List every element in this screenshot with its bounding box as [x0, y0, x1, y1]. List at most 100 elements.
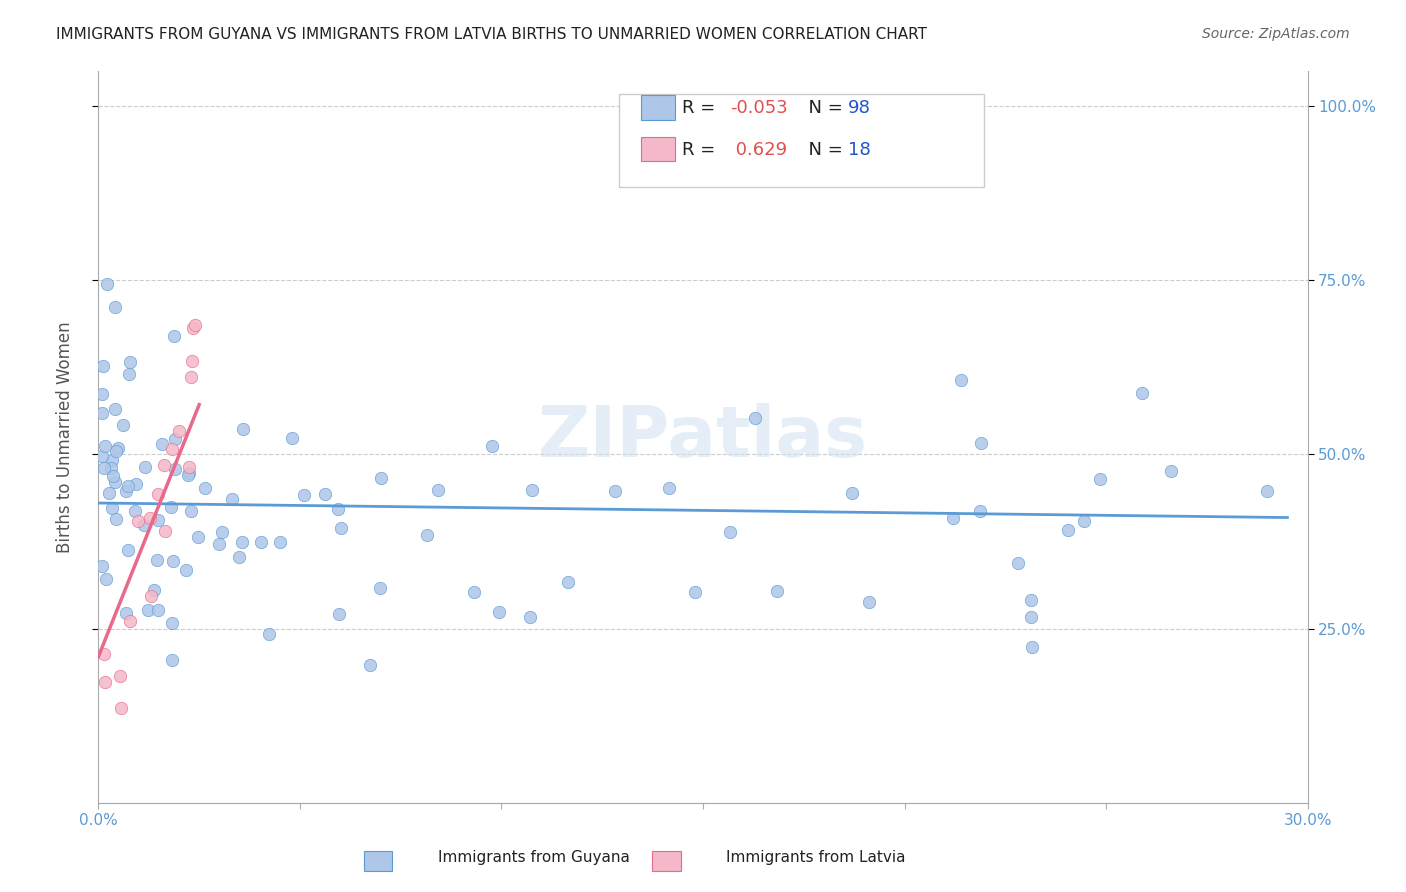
Point	[169, 424, 191, 438]
Point	[1256, 484, 1278, 499]
Point	[91, 359, 114, 373]
Text: R =: R =	[682, 141, 721, 159]
Point	[93, 647, 115, 661]
Point	[91, 559, 114, 574]
Text: ZIPatlas: ZIPatlas	[538, 402, 868, 472]
Point	[127, 514, 149, 528]
Point	[187, 530, 209, 544]
Point	[330, 521, 353, 535]
Point	[136, 603, 159, 617]
Point	[685, 585, 707, 599]
Point	[720, 525, 742, 540]
Point	[120, 354, 142, 368]
Text: IMMIGRANTS FROM GUYANA VS IMMIGRANTS FROM LATVIA BIRTHS TO UNMARRIED WOMEN CORRE: IMMIGRANTS FROM GUYANA VS IMMIGRANTS FRO…	[56, 27, 927, 42]
Point	[181, 354, 204, 368]
Point	[183, 318, 205, 333]
Point	[557, 574, 579, 589]
Point	[969, 436, 991, 450]
Point	[104, 300, 127, 314]
Point	[162, 554, 184, 568]
Point	[463, 585, 485, 599]
Point	[111, 417, 134, 432]
Text: -0.053: -0.053	[730, 99, 787, 117]
Point	[427, 483, 450, 497]
Text: R =: R =	[682, 99, 721, 117]
Point	[150, 437, 173, 451]
Point	[152, 458, 174, 472]
Point	[134, 459, 156, 474]
Point	[314, 487, 336, 501]
Point	[269, 534, 291, 549]
Point	[174, 563, 197, 577]
Text: 18: 18	[848, 141, 870, 159]
Point	[125, 477, 148, 491]
Point	[91, 406, 114, 420]
Point	[183, 321, 205, 335]
Point	[1130, 386, 1153, 401]
Point	[132, 517, 155, 532]
Point	[177, 466, 200, 480]
Point	[766, 584, 789, 599]
Point	[105, 512, 128, 526]
Text: N =: N =	[797, 99, 849, 117]
Point	[101, 453, 124, 467]
Point	[281, 431, 304, 445]
Point	[1019, 593, 1042, 607]
Point	[105, 443, 128, 458]
Point	[117, 542, 139, 557]
Point	[117, 479, 139, 493]
Point	[211, 524, 233, 539]
Point	[103, 468, 125, 483]
Point	[115, 607, 138, 621]
Point	[148, 486, 170, 500]
Point	[94, 439, 117, 453]
Point	[142, 583, 165, 598]
Point	[605, 483, 627, 498]
Point	[841, 486, 863, 500]
Point	[118, 615, 141, 629]
Point	[969, 504, 991, 518]
Point	[949, 374, 972, 388]
Point	[232, 422, 254, 436]
Point	[520, 483, 543, 497]
Point	[153, 524, 176, 538]
Point	[1090, 472, 1112, 486]
Point	[415, 528, 437, 542]
Point	[101, 501, 124, 516]
Point	[942, 510, 965, 524]
Point	[180, 504, 202, 518]
Y-axis label: Births to Unmarried Women: Births to Unmarried Women	[56, 321, 75, 553]
Point	[162, 442, 184, 456]
Point	[148, 513, 170, 527]
Point	[104, 402, 127, 417]
Point	[193, 481, 215, 495]
Point	[744, 410, 766, 425]
Point	[326, 502, 349, 516]
Point	[160, 653, 183, 667]
Point	[91, 387, 114, 401]
Text: 0.629: 0.629	[730, 141, 787, 159]
Point	[108, 669, 131, 683]
Point	[1057, 523, 1080, 537]
Point	[292, 488, 315, 502]
Point	[359, 658, 381, 673]
Point	[146, 603, 169, 617]
Point	[488, 605, 510, 619]
Point	[257, 626, 280, 640]
Point	[370, 471, 392, 485]
Point	[221, 492, 243, 507]
Text: Immigrants from Latvia: Immigrants from Latvia	[725, 850, 905, 865]
Point	[100, 461, 122, 475]
Point	[165, 432, 187, 446]
Point	[1160, 464, 1182, 478]
Point	[104, 475, 127, 490]
Point	[94, 572, 117, 586]
Point	[1021, 640, 1043, 654]
Text: Source: ZipAtlas.com: Source: ZipAtlas.com	[1202, 27, 1350, 41]
Point	[94, 674, 117, 689]
Point	[1007, 556, 1029, 570]
Point	[231, 535, 253, 549]
Point	[658, 481, 681, 495]
Point	[97, 486, 120, 500]
Point	[163, 462, 186, 476]
